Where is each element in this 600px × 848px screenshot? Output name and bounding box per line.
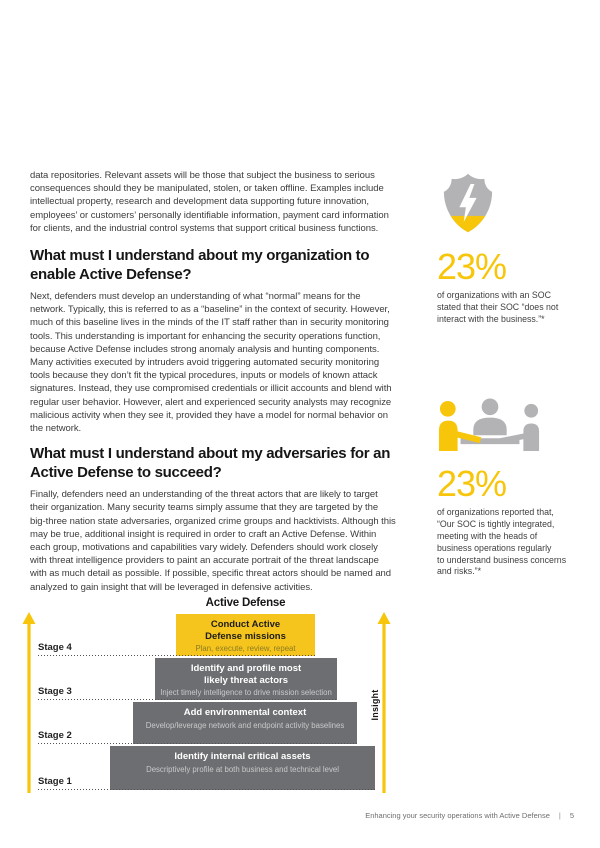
stat-value: 23%	[437, 246, 507, 287]
section-adversaries: What must I understand about my adversar…	[30, 445, 396, 594]
stage-label-3: Stage 3	[38, 686, 72, 697]
section-heading: What must I understand about my adversar…	[30, 445, 391, 481]
up-arrow-icon	[377, 612, 391, 793]
stage-dotted-line	[38, 654, 315, 656]
stage-label-4: Stage 4	[38, 642, 72, 653]
stage-box-title: Identify internal critical assets	[174, 751, 311, 762]
section-body: Finally, defenders need an understanding…	[30, 489, 396, 593]
article-column: data repositories. Relevant assets will …	[30, 169, 396, 594]
sidebar-stats: 23% of organizations with an SOC stated …	[437, 172, 577, 578]
page-number: 5	[569, 811, 574, 820]
footer-title: Enhancing your security operations with …	[365, 811, 550, 820]
section-heading: What must I understand about my organiza…	[30, 247, 370, 283]
stat-value: 23%	[437, 463, 507, 505]
intro-paragraph: data repositories. Relevant assets will …	[30, 170, 389, 234]
stage-box-subtitle: Descriptively profile at both business a…	[146, 764, 339, 774]
up-arrow-icon	[22, 612, 36, 793]
page-footer: Enhancing your security operations with …	[365, 811, 574, 820]
stage-box-1: Identify internal critical assets Descri…	[110, 746, 375, 790]
stage-box-title: Conduct Active Defense missions	[205, 619, 286, 642]
stage-label-2: Stage 2	[38, 730, 72, 741]
stat-soc-no-interaction: 23% of organizations with an SOC stated …	[437, 172, 577, 325]
stage-dotted-line	[38, 698, 337, 700]
diagram-title: Active Defense	[205, 597, 286, 609]
stage-box-title: Identify and profile most likely threat …	[190, 663, 302, 686]
stage-box-4: Conduct Active Defense missions Plan, ex…	[176, 614, 315, 656]
people-meeting-icon	[437, 398, 543, 455]
stage-box-subtitle: Develop/leverage network and endpoint ac…	[145, 720, 345, 730]
stage-dotted-line	[38, 742, 359, 744]
stage-box-2: Add environmental context Develop/levera…	[133, 702, 357, 744]
active-defense-diagram: Active Defense Insight Conduct Active De…	[0, 590, 600, 800]
section-organization: What must I understand about my organiza…	[30, 247, 396, 435]
stage-box-title: Add environmental context	[183, 707, 307, 718]
stat-soc-integrated: 23% of organizations reported that, “Our…	[437, 398, 577, 578]
insight-axis-label: Insight	[370, 689, 380, 721]
stage-dotted-line	[38, 788, 375, 790]
section-body: Next, defenders must develop an understa…	[30, 291, 392, 435]
footer-separator: |	[558, 811, 561, 820]
stage-box-3: Identify and profile most likely threat …	[155, 658, 337, 700]
stat-caption: of organizations with an SOC stated that…	[437, 290, 559, 324]
shield-lightning-icon	[437, 173, 499, 238]
stage-box-subtitle: Inject timely intelligence to drive miss…	[160, 688, 332, 697]
stage-box-subtitle: Plan, execute, review, repeat	[195, 644, 296, 653]
stage-label-1: Stage 1	[38, 776, 72, 787]
stat-caption: of organizations reported that, “Our SOC…	[437, 507, 567, 577]
